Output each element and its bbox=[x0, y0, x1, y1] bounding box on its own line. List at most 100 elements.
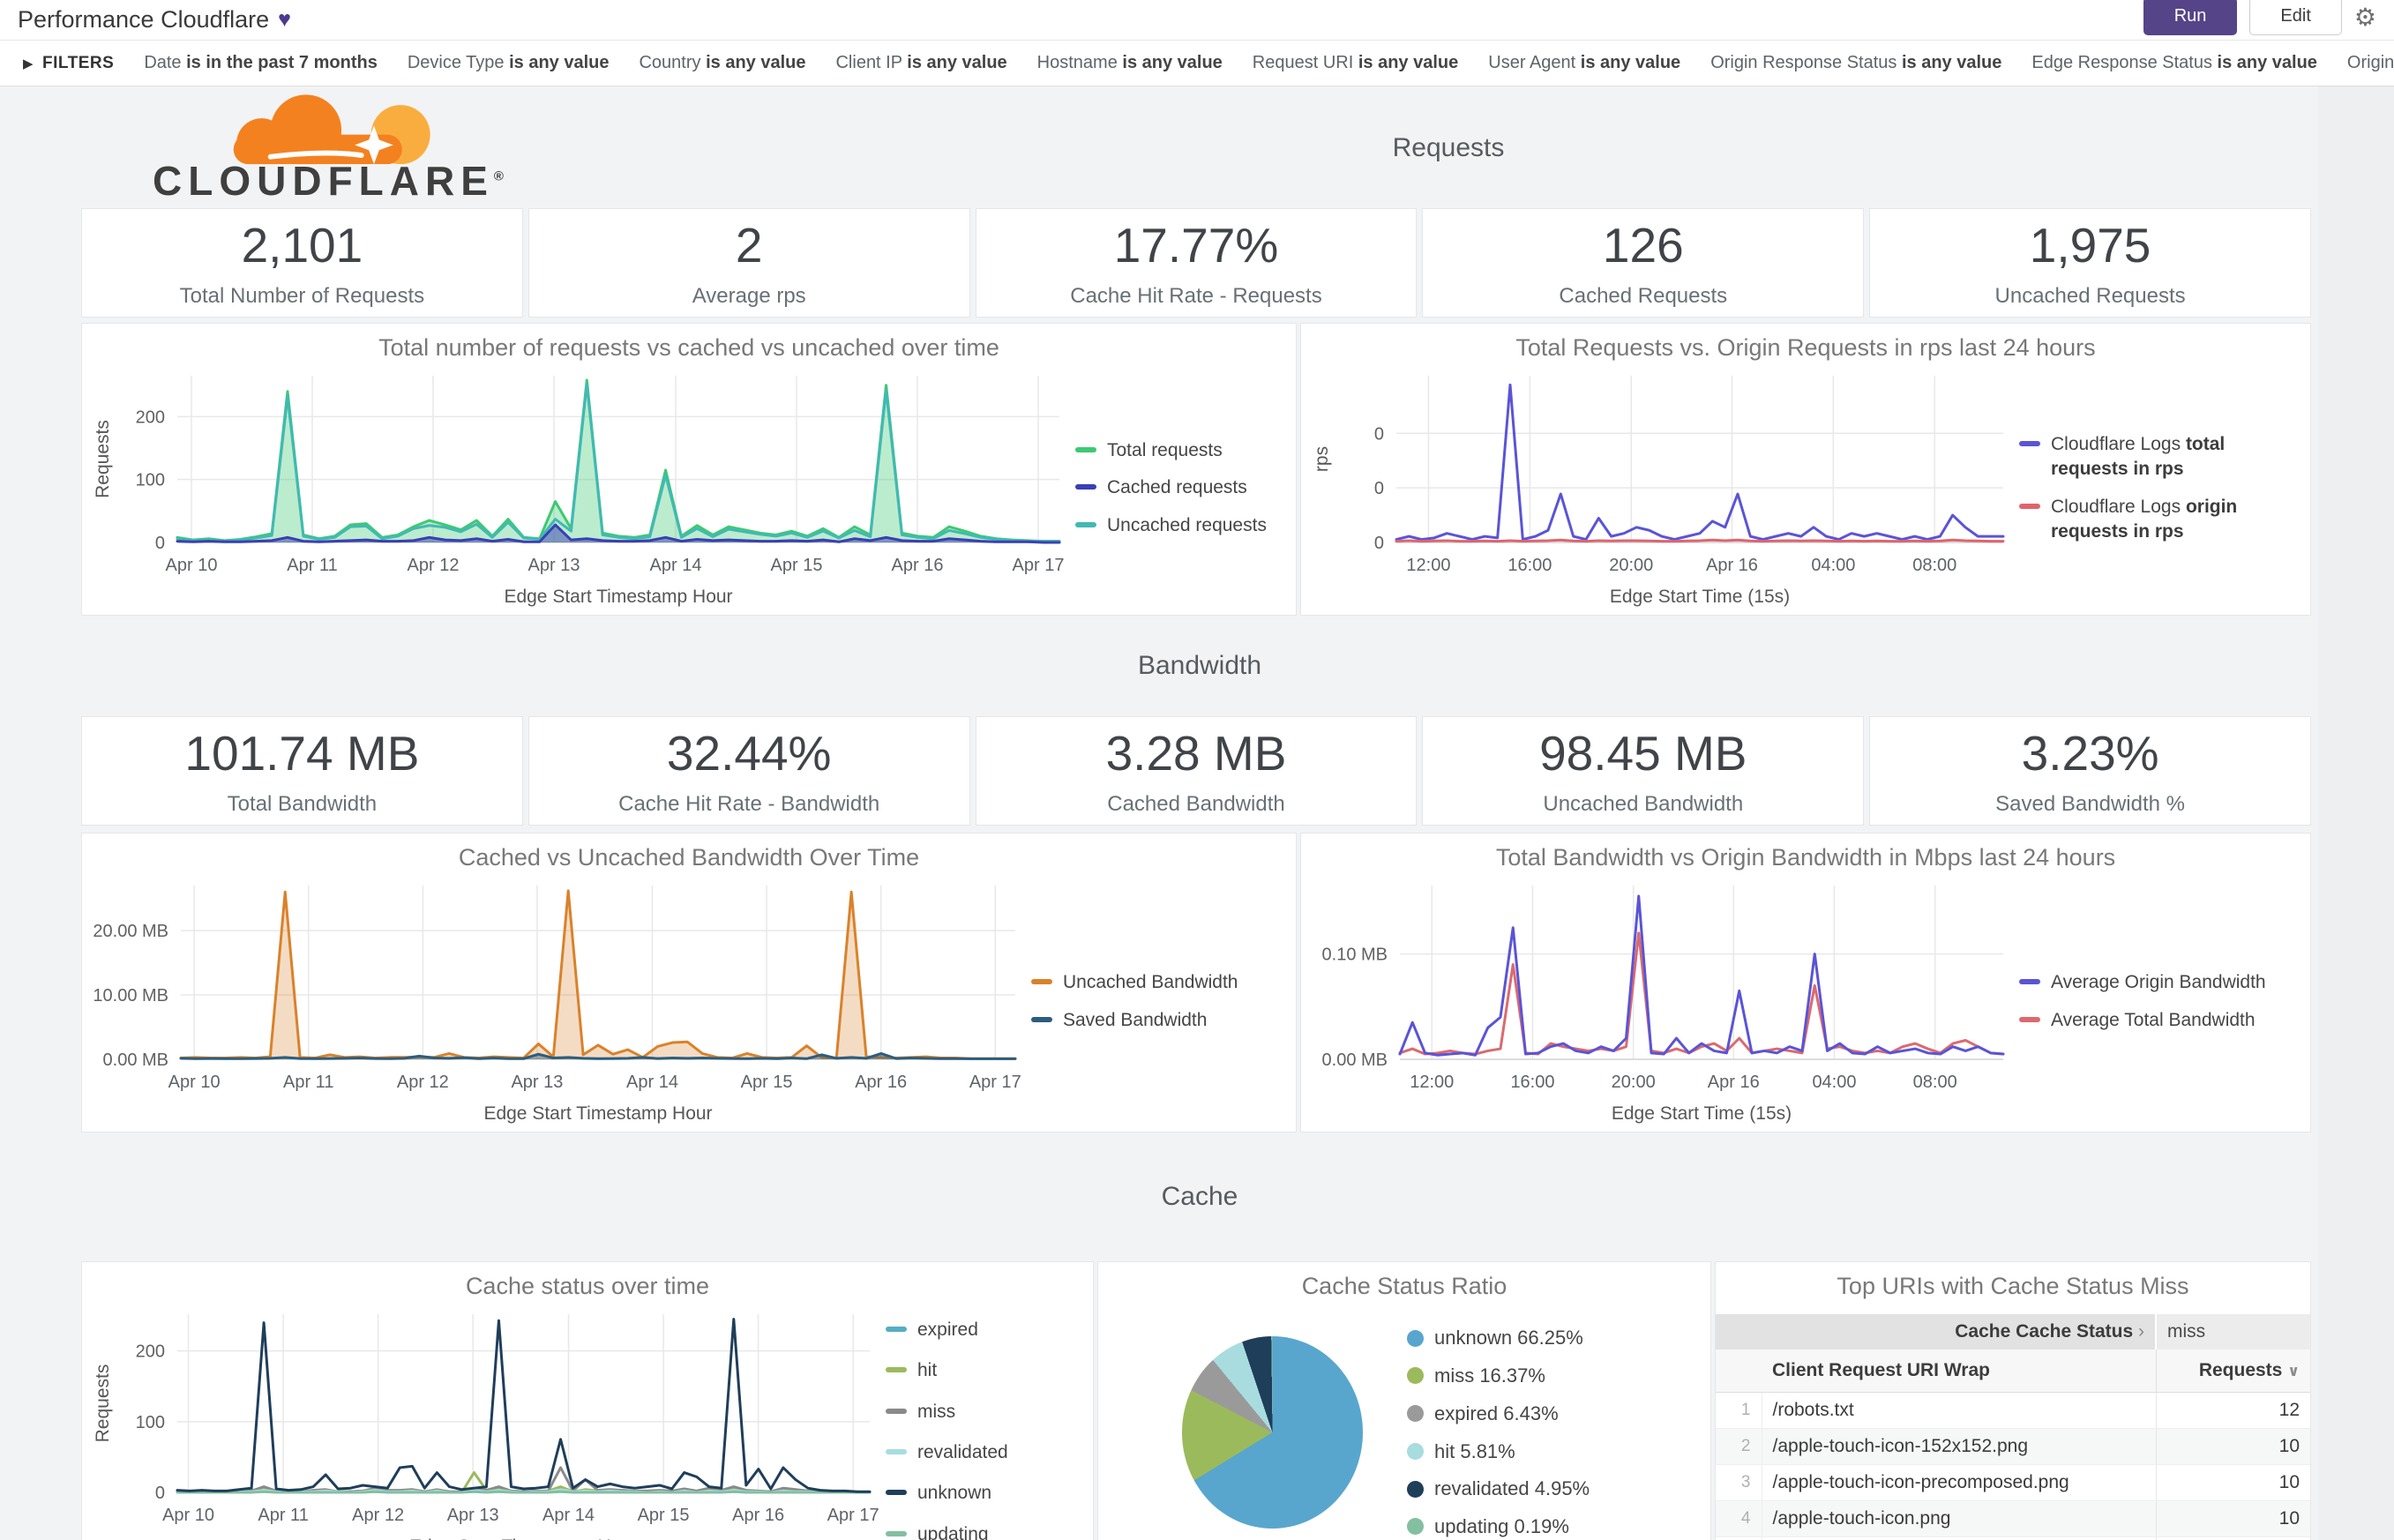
legend-swatch-icon bbox=[1075, 521, 1096, 527]
kpi-tile: 98.45 MB Uncached Bandwidth bbox=[1422, 716, 1865, 826]
legend-item[interactable]: miss bbox=[886, 1400, 1084, 1424]
uri-column-header[interactable]: Client Request URI Wrap bbox=[1762, 1349, 2156, 1393]
filters-toggle[interactable]: ▶ FILTERS bbox=[23, 54, 114, 73]
legend-dot-icon bbox=[1407, 1405, 1424, 1423]
svg-text:200: 200 bbox=[136, 407, 165, 427]
table-row[interactable]: 3/apple-touch-icon-precomposed.png 10 bbox=[1716, 1464, 2310, 1501]
filter-items: Date is in the past 7 months Device Type … bbox=[144, 53, 2394, 73]
legend-item[interactable]: unknown bbox=[886, 1481, 1084, 1506]
kpi-label: Uncached Bandwidth bbox=[1543, 792, 1744, 816]
line-chart-canvas[interactable]: 0.00 MB 10.00 MB 20.00 MB Apr 10 Apr 11 Apr 1… bbox=[82, 871, 1031, 1132]
legend-swatch-icon bbox=[2019, 440, 2040, 446]
legend-item[interactable]: revalidated bbox=[886, 1440, 1084, 1465]
svg-text:200: 200 bbox=[136, 1342, 165, 1362]
pie-legend-item[interactable]: miss 16.37% bbox=[1407, 1363, 1590, 1389]
filter-item[interactable]: User Agent is any value bbox=[1488, 53, 1681, 72]
line-chart-canvas[interactable]: 0 100 200 Apr 10 Apr 11 Apr 12 Apr 13 Apr 14 Apr… bbox=[82, 362, 1075, 615]
line-chart-canvas[interactable]: 0 100 200 Apr 10 Apr 11 Apr 12 Apr 13 Apr 14 Apr… bbox=[82, 1300, 886, 1540]
dashboard-title-text: Performance Cloudflare bbox=[18, 6, 270, 33]
legend-item[interactable]: Uncached requests bbox=[1075, 513, 1287, 538]
line-chart-canvas[interactable]: 0 0 0 12:00 16:00 20:00 Apr 16 04:00 08:00 Edge S… bbox=[1301, 362, 2019, 615]
svg-text:Apr 16: Apr 16 bbox=[892, 556, 944, 575]
kpi-value: 3.23% bbox=[2021, 726, 2159, 781]
legend-item[interactable]: updating bbox=[886, 1522, 1084, 1540]
kpi-label: Total Number of Requests bbox=[179, 284, 425, 308]
pie-legend-item[interactable]: updating 0.19% bbox=[1407, 1514, 1590, 1540]
kpi-label: Total Bandwidth bbox=[227, 792, 378, 816]
svg-text:Apr 10: Apr 10 bbox=[166, 556, 218, 575]
svg-text:Apr 14: Apr 14 bbox=[626, 1073, 678, 1092]
table-row[interactable]: 1/robots.txt 12 bbox=[1716, 1392, 2310, 1429]
filter-item[interactable]: Hostname is any value bbox=[1036, 53, 1223, 72]
gear-icon[interactable]: ⚙ bbox=[2353, 4, 2376, 31]
svg-text:20:00: 20:00 bbox=[1609, 556, 1653, 575]
legend-item[interactable]: hit bbox=[886, 1358, 1084, 1383]
legend-item[interactable]: Average Total Bandwidth bbox=[2019, 1008, 2301, 1033]
filter-item[interactable]: Origin Response Status is any value bbox=[1710, 53, 2002, 72]
svg-text:20.00 MB: 20.00 MB bbox=[93, 922, 168, 941]
legend-item[interactable]: Saved Bandwidth bbox=[1031, 1008, 1287, 1033]
pie-legend-item[interactable]: expired 6.43% bbox=[1407, 1401, 1590, 1427]
kpi-tile: 1,975 Uncached Requests bbox=[1869, 208, 2311, 318]
filter-item[interactable]: Country is any value bbox=[639, 53, 806, 72]
svg-text:Apr 11: Apr 11 bbox=[258, 1506, 308, 1525]
pivot-header[interactable]: Cache Cache Status › bbox=[1716, 1314, 2157, 1349]
legend-swatch-icon bbox=[1031, 979, 1052, 985]
edit-button[interactable]: Edit bbox=[2249, 0, 2342, 35]
svg-text:0: 0 bbox=[1374, 424, 1384, 444]
kpi-label: Cached Bandwidth bbox=[1107, 792, 1285, 816]
svg-text:08:00: 08:00 bbox=[1913, 1073, 1957, 1092]
legend-swatch-icon bbox=[2019, 1016, 2040, 1022]
filter-item[interactable]: Date is in the past 7 months bbox=[144, 53, 378, 72]
svg-text:rps: rps bbox=[1312, 446, 1332, 472]
svg-text:Apr 10: Apr 10 bbox=[168, 1073, 221, 1092]
legend-item[interactable]: Average Origin Bandwidth bbox=[2019, 970, 2301, 995]
pie-legend-item[interactable]: revalidated 4.95% bbox=[1407, 1476, 1590, 1502]
svg-text:16:00: 16:00 bbox=[1510, 1073, 1554, 1092]
table-row[interactable]: 5/7 bbox=[1716, 1536, 2310, 1540]
line-chart-canvas[interactable]: 0.00 MB 0.10 MB 12:00 16:00 20:00 Apr 16 04:00… bbox=[1301, 871, 2019, 1132]
legend-item[interactable]: Uncached Bandwidth bbox=[1031, 970, 1287, 995]
legend-item[interactable]: Cloudflare Logs origin requests in rps bbox=[2019, 495, 2301, 545]
legend-dot-icon bbox=[1407, 1367, 1424, 1385]
svg-text:12:00: 12:00 bbox=[1410, 1073, 1454, 1092]
pie-chart[interactable] bbox=[1182, 1336, 1363, 1529]
svg-text:Requests: Requests bbox=[93, 1364, 113, 1443]
kpi-tile: 3.28 MB Cached Bandwidth bbox=[975, 716, 1418, 826]
svg-text:16:00: 16:00 bbox=[1507, 556, 1552, 575]
pivot-value: miss bbox=[2156, 1314, 2310, 1349]
pie-legend-item[interactable]: hit 5.81% bbox=[1407, 1439, 1590, 1465]
legend-item[interactable]: Cloudflare Logs total requests in rps bbox=[2019, 432, 2301, 482]
legend-item[interactable]: expired bbox=[886, 1318, 1084, 1342]
filter-item[interactable]: Edge Response Status is any value bbox=[2031, 53, 2317, 72]
kpi-label: Cache Hit Rate - Bandwidth bbox=[618, 792, 880, 816]
legend-item[interactable]: Total requests bbox=[1075, 438, 1287, 463]
filter-item[interactable]: Device Type is any value bbox=[407, 53, 610, 72]
legend-swatch-icon bbox=[1031, 1016, 1052, 1022]
svg-text:Edge Start Timestamp Hour: Edge Start Timestamp Hour bbox=[504, 587, 732, 607]
legend-swatch-icon bbox=[1075, 484, 1096, 490]
chart-legend: Uncached Bandwidth Saved Bandwidth bbox=[1031, 970, 1296, 1033]
dashboard-title: Performance Cloudflare ♥ bbox=[18, 6, 291, 34]
top-bar: Performance Cloudflare ♥ Run Edit ⚙ bbox=[0, 0, 2394, 41]
chart-legend: expired hit miss revalidated unknown updating bbox=[886, 1318, 1093, 1540]
table-row[interactable]: 2/apple-touch-icon-152x152.png 10 bbox=[1716, 1428, 2310, 1465]
svg-text:Apr 17: Apr 17 bbox=[1013, 556, 1065, 575]
kpi-tile: 2 Average rps bbox=[527, 208, 970, 318]
requests-column-header[interactable]: Requests ∨ bbox=[2155, 1349, 2310, 1393]
filter-item[interactable]: Origin IP is any value bbox=[2346, 53, 2394, 72]
pie-legend-item[interactable]: unknown 66.25% bbox=[1407, 1325, 1590, 1351]
section-title-bandwidth: Bandwidth bbox=[1137, 651, 1262, 680]
chart-title: Total Bandwidth vs Origin Bandwidth in M… bbox=[1495, 844, 2116, 871]
table-row[interactable]: 4/apple-touch-icon.png 10 bbox=[1716, 1500, 2310, 1537]
run-button[interactable]: Run bbox=[2143, 0, 2238, 35]
cache-miss-table: Cache Cache Status › miss Client Request… bbox=[1716, 1314, 2310, 1540]
svg-text:Apr 12: Apr 12 bbox=[352, 1506, 404, 1525]
filter-item[interactable]: Request URI is any value bbox=[1252, 53, 1459, 72]
kpi-tile: 126 Cached Requests bbox=[1422, 208, 1865, 318]
legend-item[interactable]: Cached requests bbox=[1075, 475, 1287, 500]
svg-text:Apr 16: Apr 16 bbox=[1708, 1073, 1760, 1092]
filter-item[interactable]: Client IP is any value bbox=[835, 53, 1007, 72]
svg-text:Apr 13: Apr 13 bbox=[447, 1506, 499, 1525]
legend-swatch-icon bbox=[886, 1449, 907, 1454]
